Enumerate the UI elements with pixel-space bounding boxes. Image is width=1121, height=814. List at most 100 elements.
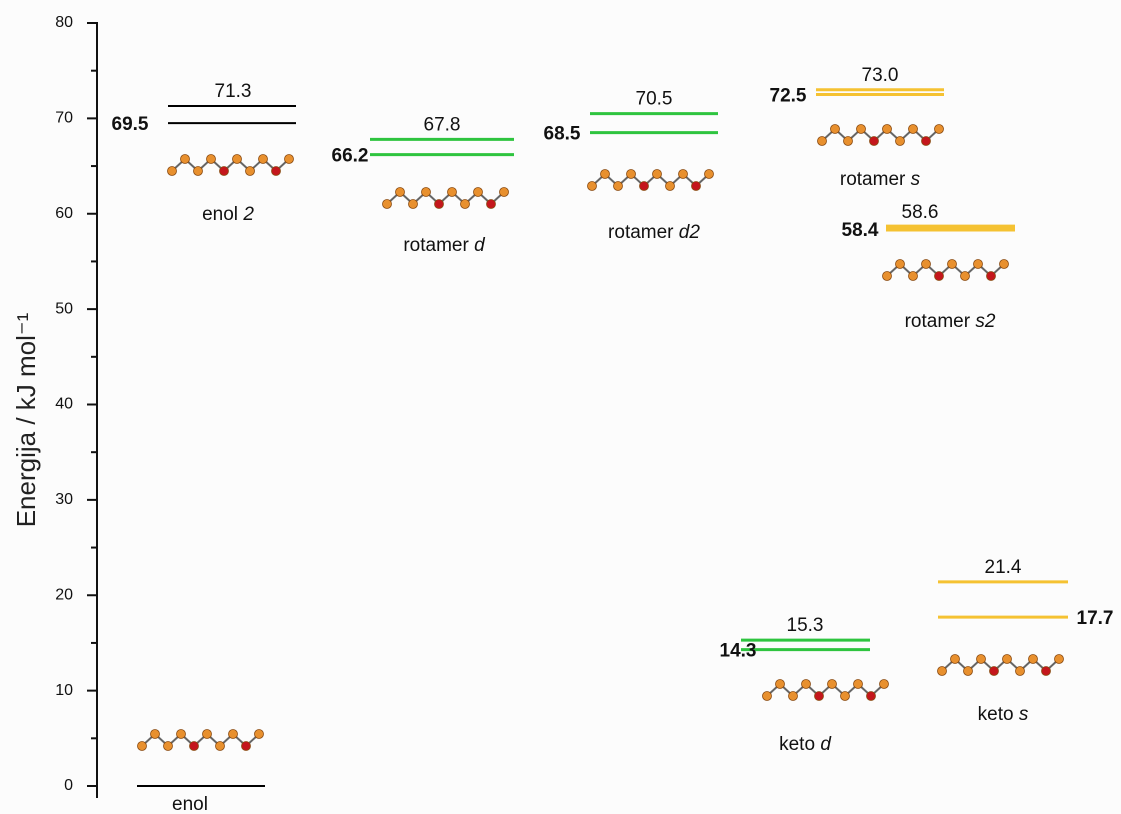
molecule: [817, 124, 944, 146]
atom: [827, 679, 837, 689]
value-label: 70.5: [636, 89, 673, 110]
state-label: keto s: [978, 704, 1029, 725]
atom: [499, 187, 509, 197]
atom: [215, 741, 225, 751]
molecule: [937, 654, 1064, 676]
state-label-text: rotamer: [608, 222, 679, 243]
atom: [895, 259, 905, 269]
molecule: [587, 169, 714, 191]
value-label: 73.0: [862, 65, 899, 86]
molecule-bond: [941, 657, 1060, 673]
atom: [947, 259, 957, 269]
state-label-italic: s: [1019, 704, 1029, 725]
atom: [934, 124, 944, 134]
atom: [908, 124, 918, 134]
state-label: enol 2: [202, 204, 254, 225]
state-label: rotamer d: [403, 235, 486, 256]
atom: [963, 666, 973, 676]
atom: [937, 666, 947, 676]
state-label-text: rotamer: [840, 169, 911, 190]
atom: [271, 166, 281, 176]
atom: [866, 691, 876, 701]
atom: [882, 124, 892, 134]
atom: [989, 666, 999, 676]
state-label-italic: 2: [242, 204, 254, 225]
y-tick-label: 40: [55, 396, 73, 413]
atom: [193, 166, 203, 176]
atom: [1015, 666, 1025, 676]
atom: [1028, 654, 1038, 664]
molecule: [882, 259, 1009, 281]
state-label-text: keto: [779, 734, 820, 755]
y-tick-label: 50: [55, 300, 73, 317]
state-label: rotamer d2: [608, 222, 700, 243]
value-label: 69.5: [112, 114, 149, 135]
y-tick-label: 20: [55, 586, 73, 603]
value-label: 58.6: [902, 202, 939, 223]
atom: [613, 181, 623, 191]
atom: [856, 124, 866, 134]
atom: [762, 691, 772, 701]
atom: [973, 259, 983, 269]
atom: [843, 136, 853, 146]
atom: [232, 154, 242, 164]
atom: [665, 181, 675, 191]
atom: [219, 166, 229, 176]
state-label-italic: d: [820, 734, 832, 755]
value-label: 14.3: [720, 641, 757, 662]
atom: [814, 691, 824, 701]
atom: [245, 166, 255, 176]
atom: [976, 654, 986, 664]
y-tick-label: 30: [55, 491, 73, 508]
value-label: 15.3: [787, 615, 824, 636]
atom: [460, 199, 470, 209]
atom: [895, 136, 905, 146]
atom: [167, 166, 177, 176]
molecule-bond: [766, 682, 885, 698]
atom: [950, 654, 960, 664]
state-label-text: rotamer: [905, 311, 976, 332]
value-label: 72.5: [770, 86, 807, 107]
atom: [652, 169, 662, 179]
atom: [284, 154, 294, 164]
molecule-bond: [386, 190, 505, 206]
value-label: 67.8: [424, 114, 461, 135]
atom: [986, 271, 996, 281]
value-label: 68.5: [544, 124, 581, 145]
atom: [150, 729, 160, 739]
y-tick-label: 70: [55, 110, 73, 127]
atom: [921, 259, 931, 269]
y-tick-label: 0: [64, 777, 73, 794]
atom: [1054, 654, 1064, 664]
atom: [587, 181, 597, 191]
state-label-italic: s: [911, 169, 921, 190]
atom: [189, 741, 199, 751]
atom: [180, 154, 190, 164]
atom: [254, 729, 264, 739]
atom: [600, 169, 610, 179]
atom: [999, 259, 1009, 269]
y-tick-label: 10: [55, 682, 73, 699]
molecule: [137, 729, 264, 751]
atom: [882, 271, 892, 281]
value-label: 17.7: [1077, 608, 1114, 629]
atom: [473, 187, 483, 197]
molecule-bond: [886, 262, 1005, 278]
state-label-text: keto: [978, 704, 1019, 725]
atom: [447, 187, 457, 197]
state-label: keto d: [779, 734, 832, 755]
atom: [840, 691, 850, 701]
value-label: 58.4: [842, 220, 879, 241]
molecule-bond: [821, 127, 940, 143]
state-label: rotamer s: [840, 169, 921, 190]
value-label: 71.3: [215, 81, 252, 102]
atom: [960, 271, 970, 281]
atom: [934, 271, 944, 281]
atom: [202, 729, 212, 739]
atom: [382, 199, 392, 209]
molecule: [167, 154, 294, 176]
state-label-italic: d: [474, 235, 486, 256]
molecule: [382, 187, 509, 209]
state-label-italic: s2: [975, 311, 996, 332]
